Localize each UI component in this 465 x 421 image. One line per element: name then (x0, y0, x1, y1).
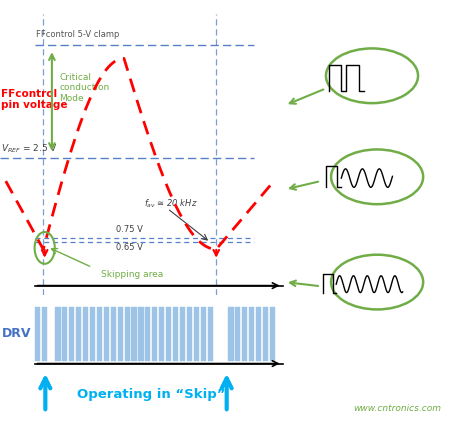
Text: DRV: DRV (1, 327, 31, 340)
Text: FFcontrol
pin voltage: FFcontrol pin voltage (1, 88, 68, 110)
Text: $f_{av}$ ≅ 20 kHz: $f_{av}$ ≅ 20 kHz (144, 197, 198, 210)
Bar (125, 307, 130, 361)
Text: Operating in “Skip”: Operating in “Skip” (77, 388, 226, 401)
Bar (132, 307, 137, 361)
Bar (34, 307, 40, 361)
Bar (62, 307, 67, 361)
Bar (118, 307, 123, 361)
Bar (41, 307, 46, 361)
Bar (139, 307, 144, 361)
Text: www.cntronics.com: www.cntronics.com (353, 404, 442, 413)
Bar (228, 307, 233, 361)
Bar (166, 307, 171, 361)
Text: $V_{REF}$ = 2.5 V: $V_{REF}$ = 2.5 V (1, 142, 58, 155)
Bar (55, 307, 60, 361)
Bar (104, 307, 109, 361)
Bar (270, 307, 275, 361)
Bar (69, 307, 74, 361)
Bar (76, 307, 81, 361)
Bar (249, 307, 254, 361)
Bar (235, 307, 240, 361)
Bar (173, 307, 178, 361)
Bar (201, 307, 206, 361)
Bar (256, 307, 261, 361)
Bar (242, 307, 247, 361)
Bar (152, 307, 158, 361)
Text: FFcontrol 5-V clamp: FFcontrol 5-V clamp (36, 30, 120, 39)
Bar (145, 307, 151, 361)
Text: 0.75 V: 0.75 V (116, 225, 143, 234)
Bar (263, 307, 268, 361)
Bar (187, 307, 192, 361)
Bar (194, 307, 199, 361)
Bar (159, 307, 164, 361)
Bar (207, 307, 213, 361)
Bar (111, 307, 116, 361)
Bar (180, 307, 185, 361)
Bar (83, 307, 88, 361)
Text: Critical
conduction
Mode: Critical conduction Mode (59, 73, 109, 103)
Text: 0.65 V: 0.65 V (116, 243, 143, 253)
Bar (97, 307, 102, 361)
Text: Skipping area: Skipping area (101, 270, 163, 279)
Bar (90, 307, 95, 361)
